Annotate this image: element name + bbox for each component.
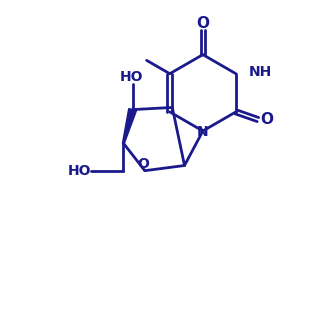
Text: N: N bbox=[197, 124, 209, 139]
Text: O: O bbox=[196, 16, 209, 31]
Text: O: O bbox=[137, 157, 149, 171]
Polygon shape bbox=[123, 108, 137, 143]
Text: HO: HO bbox=[119, 70, 143, 84]
Text: HO: HO bbox=[68, 164, 91, 178]
Text: NH: NH bbox=[249, 65, 272, 79]
Text: O: O bbox=[260, 112, 273, 127]
